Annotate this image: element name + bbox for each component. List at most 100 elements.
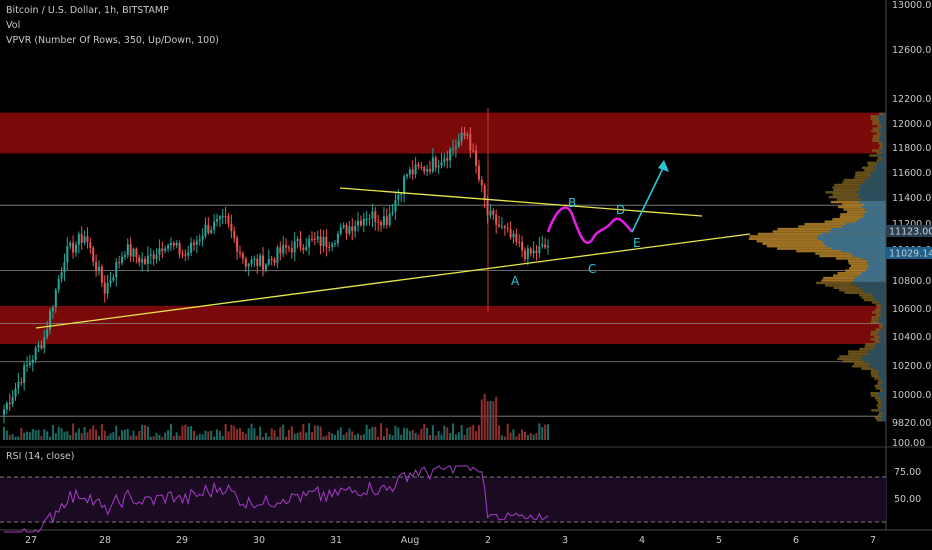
y-tick-label: 10400.00: [892, 332, 932, 343]
candle-body: [187, 252, 190, 256]
volume-bar: [313, 425, 316, 440]
candle-body: [279, 247, 282, 254]
candle-body: [198, 239, 201, 241]
vpvr-bar: [881, 159, 886, 162]
volume-bar: [420, 428, 423, 440]
candle-body: [308, 238, 311, 248]
candle-body: [316, 236, 319, 240]
vpvr-bar: [873, 296, 886, 299]
vpvr-bar: [878, 117, 886, 120]
vpvr-histogram: [748, 112, 886, 422]
candle-body: [515, 233, 518, 242]
volume-bar: [506, 423, 509, 440]
vpvr-bar: [866, 259, 886, 263]
candle-body: [506, 227, 509, 229]
volume-bar: [509, 432, 512, 440]
volume-bar: [106, 435, 109, 440]
volume-bar: [365, 424, 368, 440]
volume-bar: [256, 435, 259, 440]
vpvr-bar: [862, 215, 886, 218]
candle-body: [328, 246, 331, 248]
candle-body: [503, 226, 506, 228]
volume-bar: [112, 432, 115, 440]
candle-body: [371, 211, 374, 219]
candle-body: [72, 242, 75, 253]
volume-bar: [310, 432, 313, 440]
wave-label-E: E: [633, 236, 641, 250]
vpvr-bar: [880, 387, 886, 390]
volume-bar: [377, 436, 380, 440]
vpvr-legend[interactable]: VPVR (Number Of Rows, 350, Up/Down, 100): [6, 35, 219, 46]
candle-body: [523, 250, 526, 259]
x-tick-label: 2: [485, 535, 491, 546]
vpvr-bar: [880, 377, 886, 380]
vpvr-bar: [830, 200, 886, 204]
candle-body: [164, 248, 167, 251]
volume-bar: [405, 428, 408, 440]
vpvr-bar: [855, 191, 886, 194]
volume-bar: [302, 424, 305, 440]
vpvr-bar: [878, 122, 886, 125]
volume-bar: [489, 400, 492, 440]
candle-body: [23, 365, 26, 384]
vpvr-bar: [831, 227, 886, 231]
volume-bar: [535, 433, 538, 440]
support-zone: [0, 305, 886, 345]
vpvr-bar: [878, 115, 886, 118]
candle-body: [149, 254, 152, 256]
volume-bar: [66, 431, 69, 440]
volume-bar: [328, 431, 331, 440]
candle-body: [192, 242, 195, 245]
vpvr-bar: [867, 262, 886, 265]
candle-body: [129, 244, 132, 257]
y-tick-label: 12000.00: [892, 119, 932, 130]
price-tag: [886, 247, 932, 259]
candle-body: [92, 248, 95, 262]
volume-bar: [149, 436, 152, 440]
rsi-legend[interactable]: RSI (14, close): [6, 451, 75, 462]
candle-body: [538, 246, 541, 254]
volume-legend[interactable]: Vol: [6, 20, 21, 31]
volume-bar: [227, 431, 230, 440]
volume-bar: [138, 430, 141, 440]
volume-bar: [155, 432, 158, 440]
candle-body: [264, 264, 267, 270]
volume-bar: [460, 424, 463, 440]
vpvr-bar: [882, 389, 886, 392]
chart-title[interactable]: Bitcoin / U.S. Dollar, 1h, BITSTAMP: [6, 5, 169, 16]
candle-body: [230, 223, 233, 232]
x-tick-label: 6: [793, 535, 799, 546]
candle-body: [236, 238, 239, 252]
vpvr-bar: [868, 264, 886, 268]
volume-bar: [426, 427, 429, 440]
volume-bar: [357, 433, 360, 440]
x-tick-label: 27: [25, 535, 37, 546]
vpvr-bar: [824, 242, 886, 245]
candle-body: [123, 255, 126, 257]
volume-bar: [63, 431, 66, 440]
candle-body: [152, 254, 155, 260]
volume-bar: [296, 432, 299, 440]
vpvr-bar: [879, 134, 886, 138]
vpvr-bar: [869, 365, 886, 368]
candle-body: [40, 344, 43, 349]
candle-body: [385, 216, 388, 225]
candle-body: [195, 240, 198, 245]
volume-bar: [342, 434, 345, 440]
volume-bar: [276, 436, 279, 440]
vpvr-bar: [874, 298, 886, 302]
volume-bar: [388, 434, 391, 440]
volume-bar: [23, 432, 26, 440]
vpvr-bar: [878, 409, 886, 412]
candle-body: [287, 247, 290, 249]
vpvr-bar: [862, 355, 886, 358]
candle-body: [532, 250, 535, 254]
candle-body: [49, 311, 52, 330]
volume-bar: [175, 432, 178, 440]
rsi-band: [0, 477, 886, 522]
vpvr-bar: [881, 414, 886, 417]
candle-body: [250, 259, 253, 264]
candle-body: [253, 258, 256, 260]
